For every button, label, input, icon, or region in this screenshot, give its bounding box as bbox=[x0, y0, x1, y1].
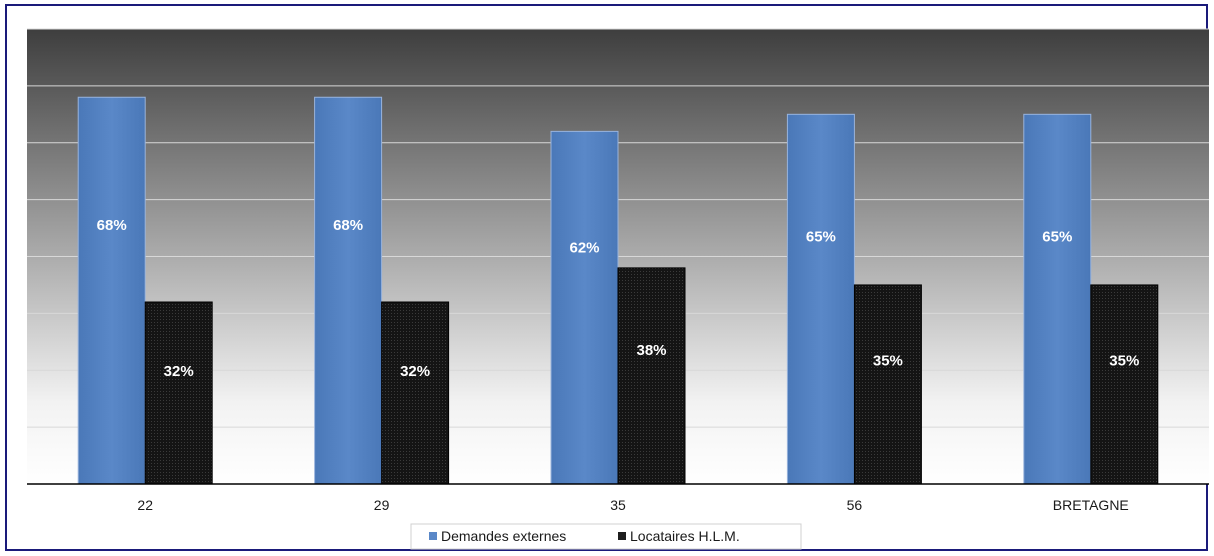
legend-box bbox=[410, 523, 802, 550]
x-tick-label: 35 bbox=[610, 497, 626, 513]
legend-label: Demandes externes bbox=[441, 528, 566, 544]
x-tick-label: 29 bbox=[374, 497, 390, 513]
data-label: 62% bbox=[569, 240, 599, 257]
bar-demandes-externes bbox=[77, 96, 146, 485]
bar-locataires-hlm bbox=[1090, 284, 1159, 485]
bar-locataires-hlm bbox=[144, 301, 213, 485]
legend-swatch bbox=[429, 532, 437, 540]
data-label: 65% bbox=[806, 228, 836, 245]
data-label: 32% bbox=[400, 363, 430, 380]
data-label: 32% bbox=[164, 363, 194, 380]
legend-swatch bbox=[618, 532, 626, 540]
x-tick-label: 56 bbox=[847, 497, 863, 513]
bar-locataires-hlm bbox=[853, 284, 922, 485]
x-tick-label: BRETAGNE bbox=[1053, 497, 1129, 513]
bar-locataires-hlm bbox=[381, 301, 450, 485]
data-label: 35% bbox=[873, 353, 903, 370]
data-label: 68% bbox=[333, 217, 363, 234]
data-label: 38% bbox=[636, 342, 666, 359]
data-label: 65% bbox=[1042, 228, 1072, 245]
bar-demandes-externes bbox=[550, 130, 619, 485]
data-label: 35% bbox=[1109, 353, 1139, 370]
data-label: 68% bbox=[97, 217, 127, 234]
bar-demandes-externes bbox=[786, 113, 855, 485]
x-tick-label: 22 bbox=[137, 497, 153, 513]
bar-demandes-externes bbox=[314, 96, 383, 485]
bar-demandes-externes bbox=[1023, 113, 1092, 485]
legend-label: Locataires H.L.M. bbox=[630, 528, 740, 544]
bar-locataires-hlm bbox=[617, 267, 686, 485]
